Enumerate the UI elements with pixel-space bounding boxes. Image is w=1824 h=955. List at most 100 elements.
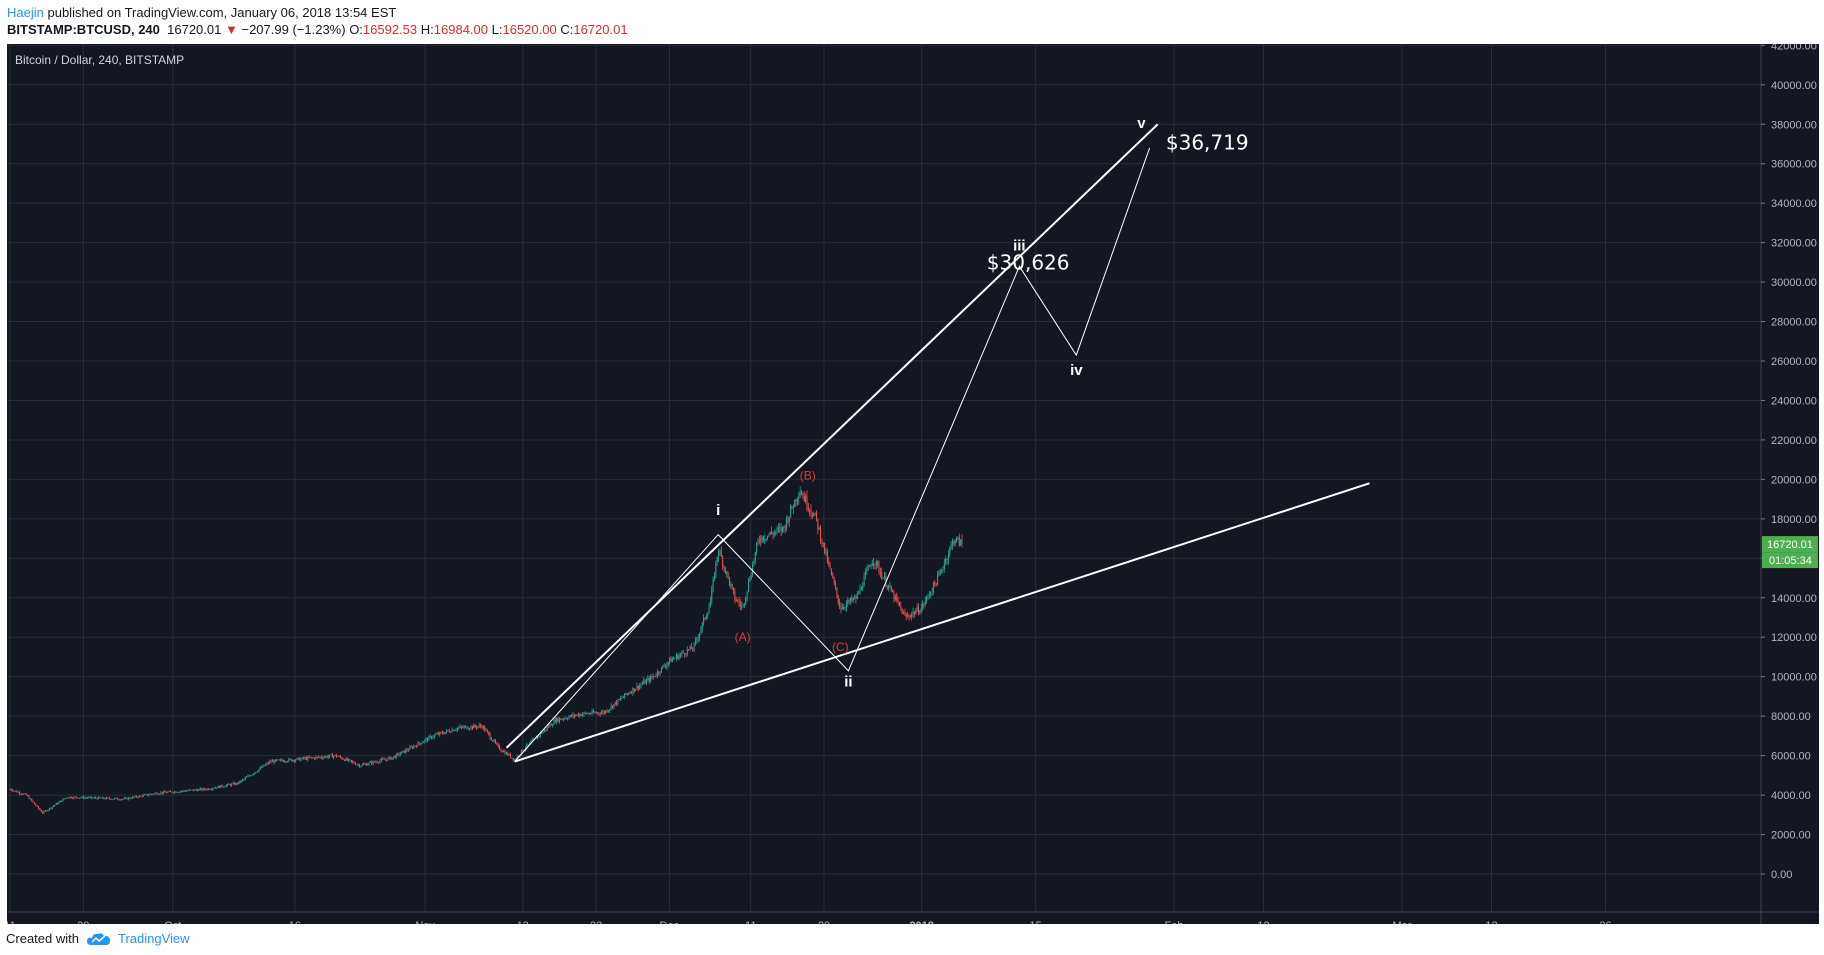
- candle-body: [474, 724, 476, 727]
- candle-body: [311, 757, 313, 759]
- candle-body: [218, 785, 220, 788]
- candle-body: [931, 592, 933, 594]
- open-label: O:: [349, 22, 363, 37]
- y-tick-label: 28000.00: [1771, 317, 1817, 329]
- candle-body: [557, 717, 559, 722]
- candle-body: [270, 761, 272, 763]
- candle-body: [606, 710, 608, 712]
- candle-body: [104, 798, 106, 800]
- candle-body: [603, 711, 605, 714]
- candle-body: [421, 742, 423, 745]
- candle-body: [942, 569, 944, 571]
- candle-body: [265, 764, 267, 766]
- candle-body: [193, 789, 195, 791]
- candle-body: [310, 757, 312, 759]
- candle-body: [293, 760, 295, 762]
- candle-body: [223, 786, 225, 788]
- candle-body: [417, 742, 419, 747]
- candle-body: [927, 595, 929, 597]
- candle-body: [24, 793, 26, 795]
- candle-body: [252, 773, 254, 775]
- candle-body: [886, 585, 888, 588]
- candle-body: [950, 544, 952, 548]
- y-tick-label: 6000.00: [1771, 751, 1811, 763]
- candle-body: [470, 726, 472, 729]
- candle-body: [818, 528, 820, 530]
- candle-body: [427, 738, 429, 741]
- candle-body: [448, 730, 450, 733]
- candle-body: [916, 606, 918, 612]
- candle-body: [156, 792, 158, 795]
- candle-body: [772, 533, 774, 535]
- y-tick-label: 22000.00: [1771, 435, 1817, 447]
- candle-body: [776, 528, 778, 532]
- candle-body: [799, 492, 801, 497]
- candle-body: [242, 779, 244, 781]
- candle-body: [369, 761, 371, 763]
- candle-body: [435, 734, 437, 736]
- candle-body: [747, 580, 749, 592]
- candle-body: [126, 797, 128, 800]
- candle-body: [537, 735, 539, 739]
- price-chart[interactable]: 42000.00 40000.00 38000.00 36000.00 34000.00…: [7, 44, 1819, 934]
- candle-body: [248, 775, 250, 777]
- candle-body: [325, 756, 327, 758]
- candle-body: [390, 756, 392, 760]
- candle-body: [129, 797, 131, 799]
- candle-body: [210, 789, 212, 791]
- chart-area[interactable]: 42000.00 40000.00 38000.00 36000.00 34000.00…: [7, 44, 1819, 934]
- y-tick-label: 42000.00: [1771, 44, 1817, 52]
- candle-body: [263, 765, 265, 767]
- candle-body: [163, 791, 165, 794]
- candle-body: [63, 798, 65, 800]
- candle-body: [16, 790, 18, 793]
- y-tick-label: 14000.00: [1771, 593, 1817, 605]
- tradingview-brand[interactable]: TradingView: [118, 931, 190, 946]
- candle-body: [345, 758, 347, 761]
- candle-body: [844, 607, 846, 609]
- candle-body: [575, 715, 577, 717]
- candle-body: [539, 732, 541, 736]
- candle-body: [828, 561, 830, 564]
- candle-body: [20, 793, 22, 795]
- candle-body: [802, 495, 804, 496]
- candle-body: [688, 649, 690, 651]
- candle-body: [786, 518, 788, 529]
- candle-body: [297, 757, 299, 759]
- candle-body: [930, 592, 932, 596]
- candle-body: [647, 678, 649, 680]
- candle-body: [753, 560, 755, 565]
- candle-body: [50, 807, 52, 809]
- candle-body: [716, 556, 718, 563]
- candle-body: [209, 789, 211, 791]
- candle-body: [422, 741, 424, 743]
- candle-body: [412, 746, 414, 749]
- candle-body: [530, 741, 532, 743]
- candle-body: [516, 755, 518, 759]
- candle-body: [478, 725, 480, 727]
- high-label: H:: [420, 22, 434, 37]
- candle-body: [572, 714, 574, 717]
- candle-body: [548, 726, 550, 728]
- candle-body: [13, 790, 15, 792]
- candle-body: [610, 705, 612, 710]
- candle-body: [280, 759, 282, 761]
- candle-body: [862, 586, 864, 590]
- candle-body: [140, 795, 142, 797]
- candle-body: [433, 735, 435, 737]
- candle-body: [74, 796, 76, 798]
- author-link[interactable]: Haejin: [7, 5, 44, 20]
- candle-body: [501, 750, 503, 752]
- candle-body: [813, 514, 815, 517]
- candle-body: [262, 765, 264, 768]
- candle-body: [602, 711, 604, 713]
- candle-body: [447, 730, 449, 732]
- candle-body: [462, 727, 464, 728]
- candle-body: [939, 570, 941, 575]
- candle-body: [845, 603, 847, 608]
- candle-body: [512, 757, 514, 760]
- candle-body: [665, 666, 667, 668]
- candle-body: [184, 790, 186, 792]
- candle-body: [681, 652, 683, 655]
- candle-body: [115, 797, 117, 799]
